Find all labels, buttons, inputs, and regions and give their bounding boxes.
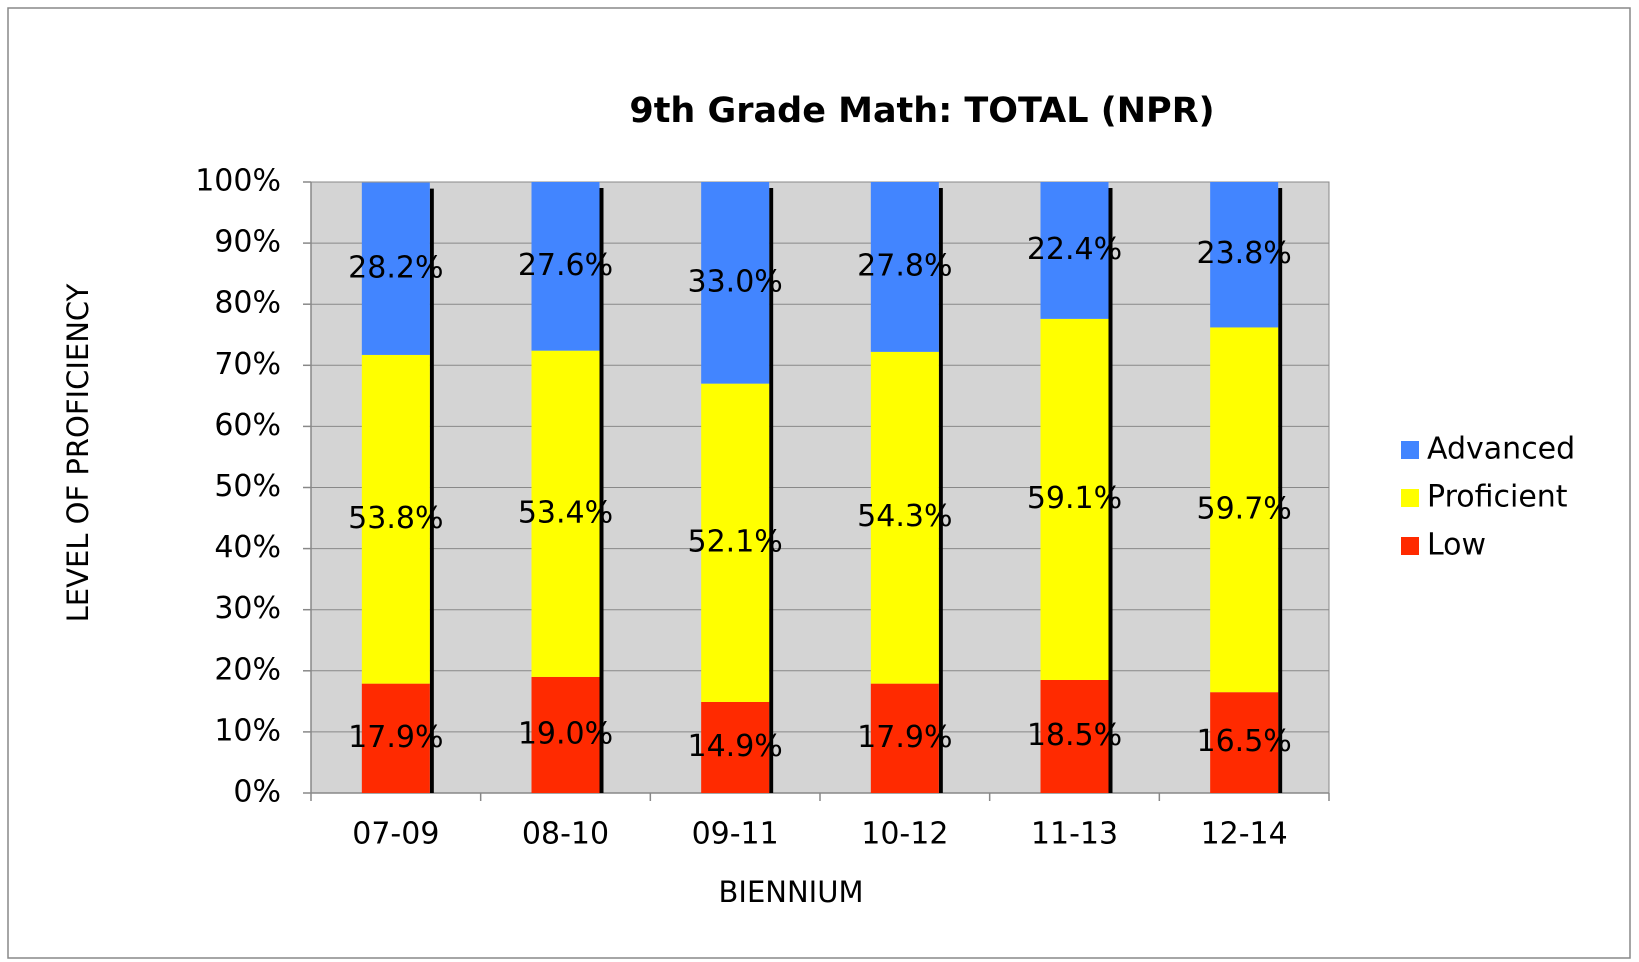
bar-shadow — [769, 188, 774, 793]
legend-label: Proficient — [1427, 480, 1568, 515]
legend-swatch — [1401, 537, 1419, 555]
legend-swatch — [1401, 489, 1419, 507]
y-tick-label: 0% — [233, 775, 281, 810]
value-label: 17.9% — [348, 720, 443, 755]
value-label: 33.0% — [688, 264, 783, 299]
y-tick-label: 50% — [214, 469, 281, 504]
value-label: 27.8% — [857, 248, 952, 283]
bar-segment — [870, 351, 939, 684]
value-label: 53.4% — [518, 495, 613, 530]
value-label: 22.4% — [1027, 232, 1122, 267]
y-tick-label: 60% — [214, 408, 281, 443]
x-tick-label: 08-10 — [522, 817, 609, 852]
bar-segment — [1040, 318, 1109, 680]
legend-label: Advanced — [1427, 432, 1575, 467]
value-label: 59.7% — [1197, 491, 1292, 526]
value-label: 27.6% — [518, 248, 613, 283]
x-tick-label: 07-09 — [352, 817, 439, 852]
value-label: 18.5% — [1027, 718, 1122, 753]
value-label: 19.0% — [518, 716, 613, 751]
bar-segment — [531, 350, 600, 677]
bar-segment — [1040, 182, 1109, 319]
x-tick-label: 11-13 — [1031, 817, 1118, 852]
bar-segment — [361, 354, 430, 684]
value-label: 52.1% — [688, 524, 783, 559]
bar-shadow — [1108, 188, 1113, 793]
x-axis-label: BIENNIUM — [719, 875, 864, 909]
y-tick-label: 80% — [214, 286, 281, 321]
bar-segment — [701, 701, 770, 793]
bar-segment — [1210, 327, 1279, 693]
bar-segment — [870, 683, 939, 793]
bar-shadow — [1278, 188, 1283, 793]
y-tick-label: 30% — [214, 591, 281, 626]
bar-segment — [361, 182, 430, 355]
bar-segment — [701, 383, 770, 702]
value-label: 28.2% — [348, 250, 443, 285]
value-label: 14.9% — [688, 729, 783, 764]
value-label: 23.8% — [1197, 236, 1292, 271]
bar-segment — [1210, 182, 1279, 328]
value-label: 59.1% — [1027, 481, 1122, 516]
y-tick-label: 70% — [214, 347, 281, 382]
bar-segment — [701, 182, 770, 384]
bar-segment — [1040, 679, 1109, 793]
x-tick-label: 10-12 — [861, 817, 948, 852]
legend-label: Low — [1427, 528, 1486, 563]
y-tick-label: 100% — [195, 164, 281, 199]
value-label: 53.8% — [348, 501, 443, 536]
bar-segment — [531, 676, 600, 793]
value-label: 16.5% — [1197, 724, 1292, 759]
y-tick-label: 20% — [214, 652, 281, 687]
bar-shadow — [938, 188, 943, 793]
y-tick-label: 40% — [214, 530, 281, 565]
bar-segment — [1210, 692, 1279, 793]
x-tick-label: 09-11 — [692, 817, 779, 852]
y-axis-label: LEVEL OF PROFICIENCY — [61, 283, 95, 622]
value-label: 17.9% — [857, 720, 952, 755]
value-label: 54.3% — [857, 499, 952, 534]
x-tick-label: 12-14 — [1201, 817, 1288, 852]
y-tick-label: 10% — [214, 713, 281, 748]
y-tick-label: 90% — [214, 225, 281, 260]
bar-segment — [361, 683, 430, 793]
chart-title: 9th Grade Math: TOTAL (NPR) — [629, 91, 1214, 131]
bar-shadow — [429, 188, 434, 794]
legend-swatch — [1401, 441, 1419, 459]
bar-segment — [870, 182, 939, 352]
bar-shadow — [599, 188, 604, 793]
bar-segment — [531, 182, 600, 351]
